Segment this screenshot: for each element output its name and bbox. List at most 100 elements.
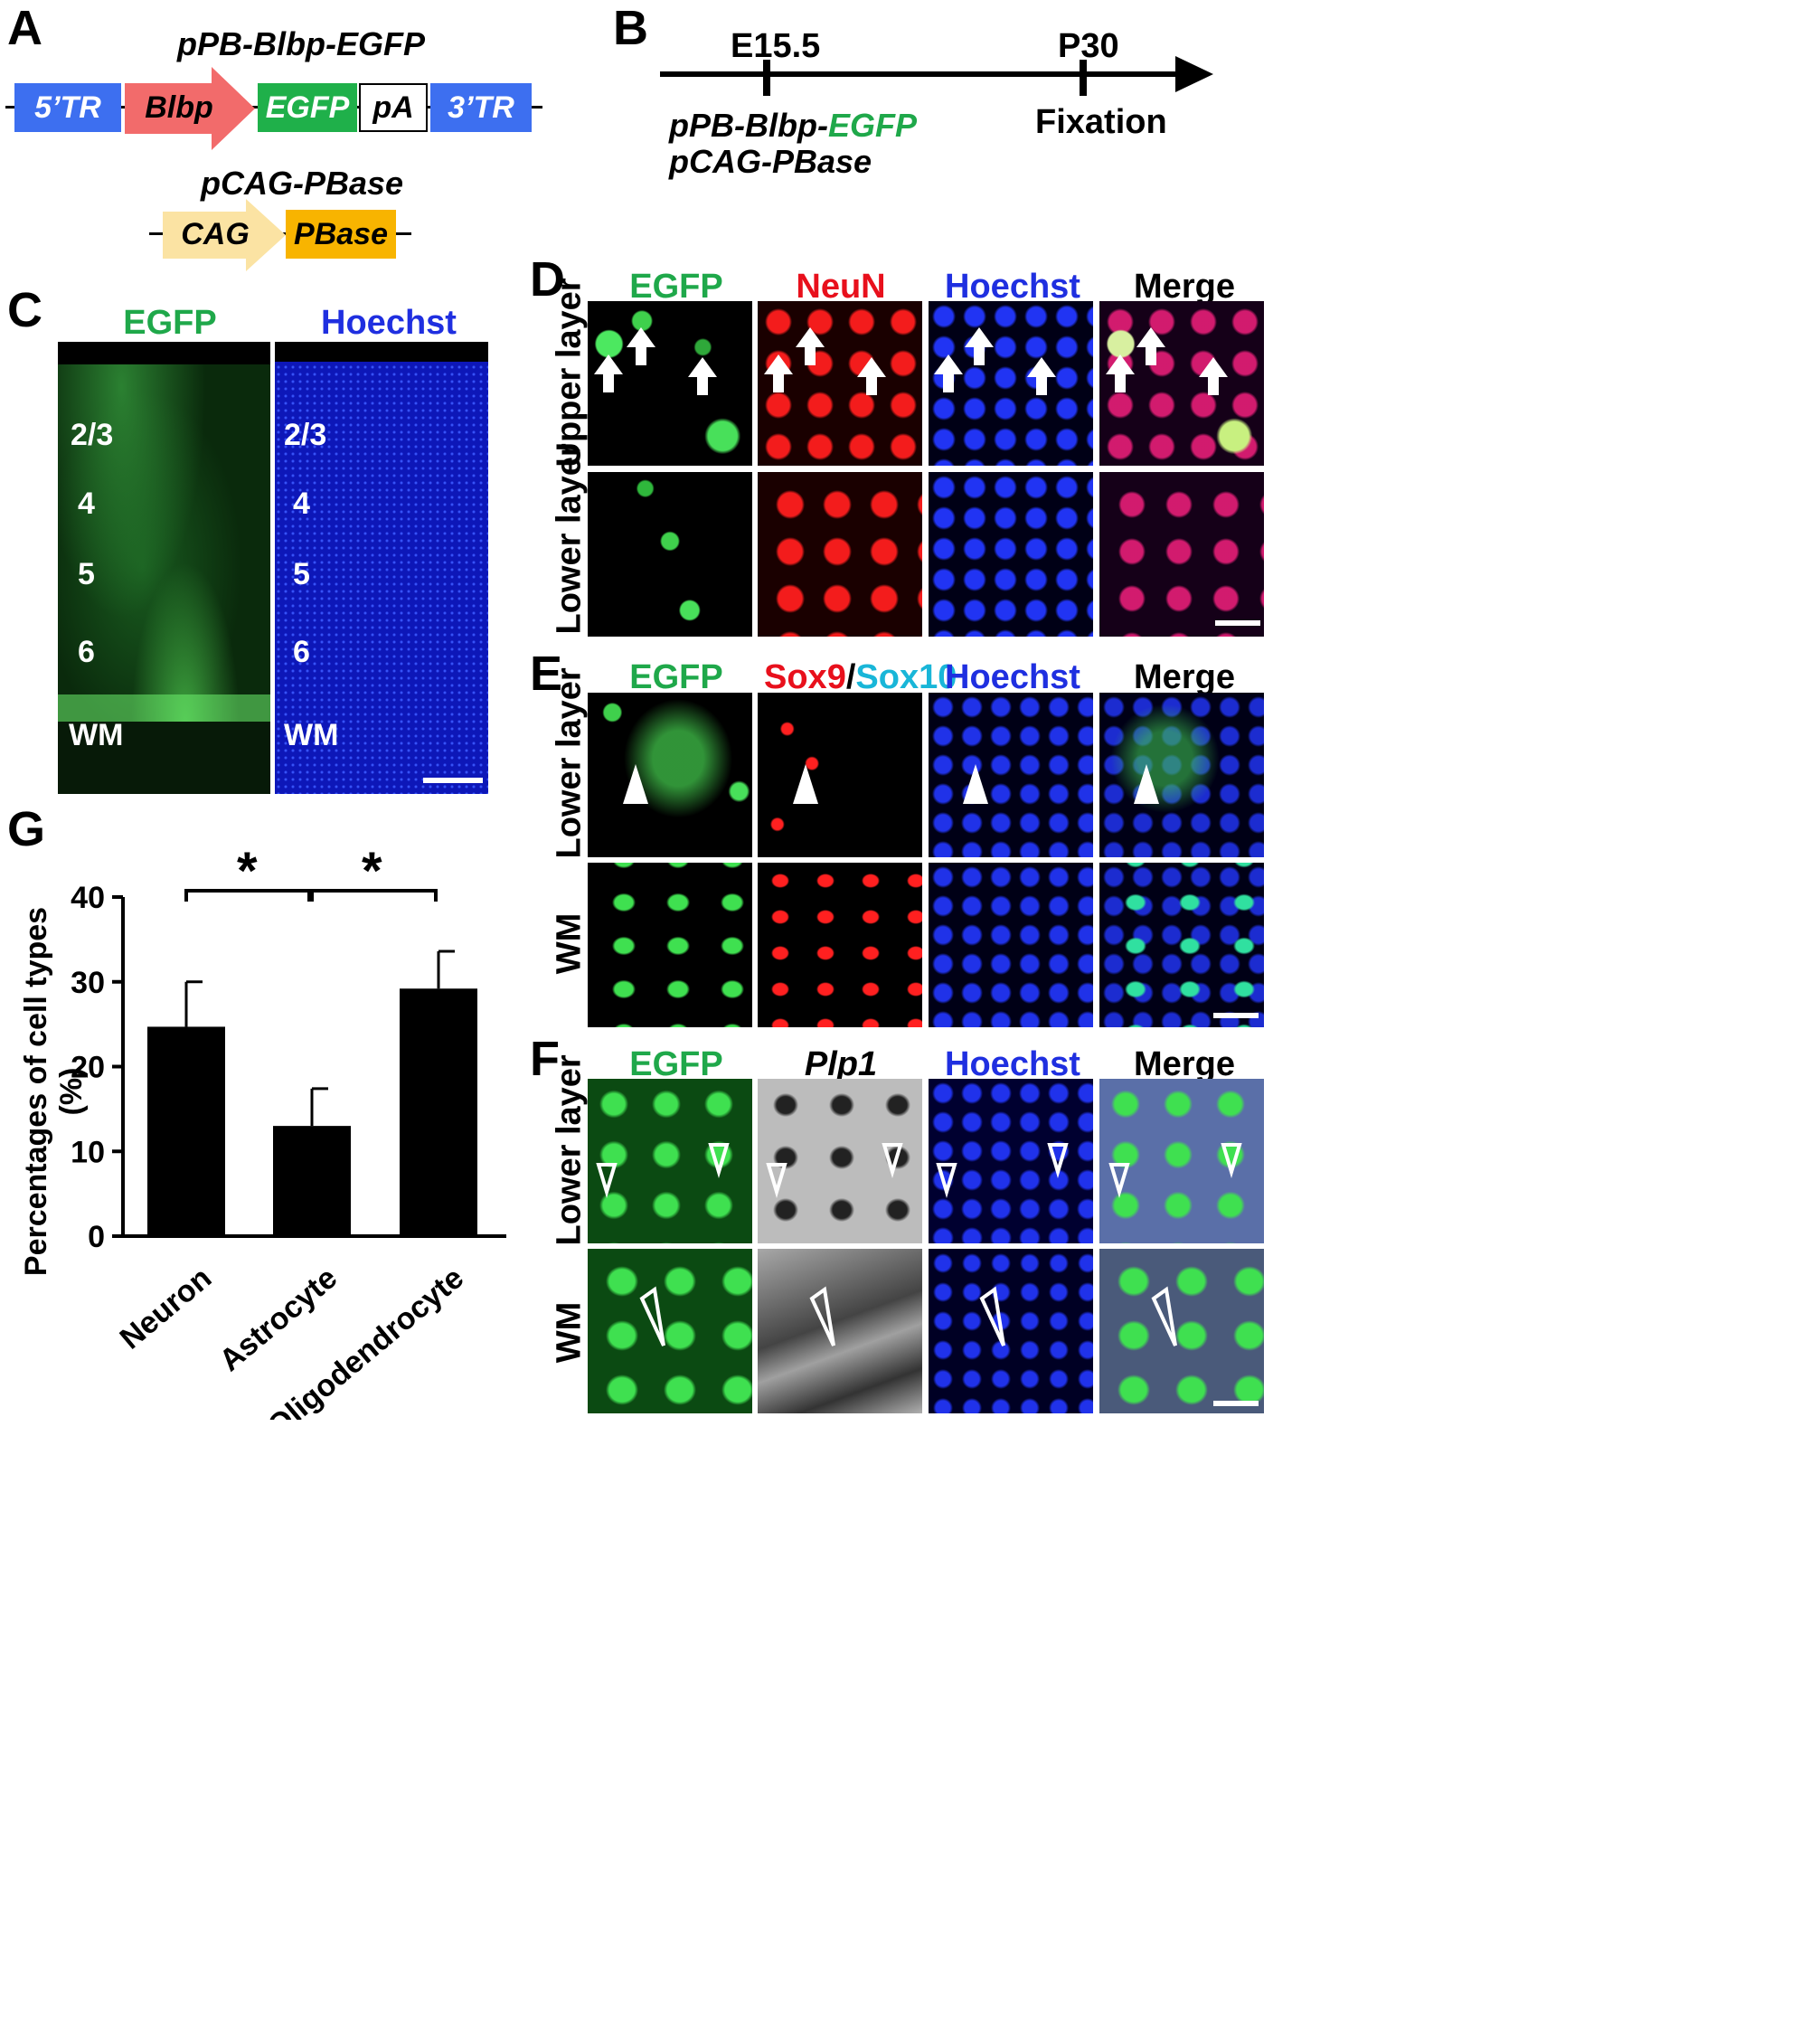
egfp-box: EGFP	[258, 83, 357, 132]
e-lower-merge	[1099, 693, 1264, 857]
y-tick-label: 20	[71, 1051, 105, 1085]
fixation-label: Fixation	[1035, 103, 1167, 141]
c-hoechst-layer-4: 4	[293, 486, 310, 521]
panel-label-b: B	[613, 1, 648, 55]
d-upper-neun	[758, 301, 922, 466]
c-egfp-layer-23: 2/3	[71, 418, 114, 452]
e-wm-sox	[758, 863, 922, 1027]
d-upper-hoechst	[929, 301, 1093, 466]
x-tick-label: Neuron	[114, 1261, 219, 1356]
e-header-sox: Sox9/Sox10	[764, 658, 957, 697]
c-egfp-wm-band	[58, 694, 270, 722]
panel-label-d: D	[530, 252, 565, 307]
c-scale-bar	[423, 778, 483, 783]
y-tick-label: 10	[71, 1135, 105, 1169]
c-hoechst-image	[275, 342, 488, 794]
blbp-label: Blbp	[145, 90, 213, 125]
sig-bracket-2	[310, 889, 438, 902]
e-header-hoechst: Hoechst	[945, 658, 1080, 696]
f-open-arrowheads	[707, 1414, 1243, 1420]
c-hoechst-top-edge	[275, 342, 488, 362]
c-egfp-layer-5: 5	[78, 557, 95, 591]
panel-label-g: G	[7, 802, 46, 856]
tr3-box: 3’TR	[430, 83, 532, 132]
d-upper-merge	[1099, 301, 1264, 466]
f-wm-egfp	[588, 1249, 752, 1413]
g-sig-1: *	[237, 842, 258, 901]
f-open-arrowheads-placed	[596, 1143, 1242, 1346]
e-header-egfp: EGFP	[629, 658, 723, 696]
x-tick-label: Astrocyte	[213, 1261, 344, 1378]
plasmid1-label: pPB-Blbp-EGFP	[669, 107, 917, 145]
d-header-merge: Merge	[1134, 268, 1235, 306]
g-sig-2: *	[362, 842, 382, 901]
c-egfp-layer-wm: WM	[69, 718, 124, 752]
d-lower-hoechst	[929, 472, 1093, 637]
y-tick-label: 30	[71, 966, 105, 1000]
panel-label-f: F	[530, 1032, 560, 1086]
f-header-plp1: Plp1	[804, 1045, 878, 1083]
y-tick-label: 40	[71, 881, 105, 915]
d-lower-egfp	[588, 472, 752, 637]
plasmid1-egfp: EGFP	[827, 107, 917, 144]
timepoint-e15: E15.5	[731, 27, 821, 65]
d-scale-bar	[1215, 620, 1260, 626]
e-header-merge: Merge	[1134, 658, 1235, 696]
panel-label-e: E	[530, 647, 563, 701]
cag-label: CAG	[181, 216, 250, 251]
f-scale-bar	[1213, 1401, 1259, 1406]
e-wm-merge	[1099, 863, 1264, 1027]
plasmid1-prefix: pPB-Blbp-	[669, 107, 828, 144]
timeline-arrow	[660, 56, 1213, 96]
cag-arrow	[163, 199, 286, 271]
d-header-hoechst: Hoechst	[945, 268, 1080, 306]
c-egfp-layer-4: 4	[78, 486, 95, 521]
pa-box: pA	[359, 83, 428, 132]
c-egfp-layer-6: 6	[78, 635, 95, 669]
c-header-hoechst: Hoechst	[321, 304, 457, 342]
f-header-merge: Merge	[1134, 1045, 1235, 1083]
bar-astrocyte	[273, 1126, 351, 1236]
f-wm-hoechst	[929, 1249, 1093, 1413]
e-header-sox9: Sox9	[764, 658, 846, 696]
f-wm-plp1	[758, 1249, 922, 1413]
e-header-sox10: Sox10	[855, 658, 957, 696]
d-lower-neun	[758, 472, 922, 637]
sig-bracket-1	[184, 889, 311, 902]
e-lower-hoechst	[929, 693, 1093, 857]
tr5-box: 5’TR	[14, 83, 121, 132]
c-hoechst-layer-6: 6	[293, 635, 310, 669]
timepoint-p30: P30	[1058, 27, 1119, 65]
construct2-title: pCAG-PBase	[201, 165, 404, 202]
bar-oligodendrocyte	[400, 988, 477, 1236]
c-egfp-top-edge	[58, 342, 270, 364]
e-lower-sox	[758, 693, 922, 857]
y-tick-label: 0	[88, 1220, 105, 1254]
e-wm-hoechst	[929, 863, 1093, 1027]
f-header-hoechst: Hoechst	[945, 1045, 1080, 1083]
c-hoechst-layer-wm: WM	[284, 718, 339, 752]
f-lower-plp1	[758, 1079, 922, 1243]
f-header-egfp: EGFP	[629, 1045, 723, 1083]
e-wm-egfp	[588, 863, 752, 1027]
e-header-slash: /	[845, 658, 856, 696]
c-header-egfp: EGFP	[123, 304, 217, 342]
d-header-neun: NeuN	[796, 268, 886, 306]
c-hoechst-layer-23: 2/3	[284, 418, 327, 452]
d-upper-egfp	[588, 301, 752, 466]
d-header-egfp: EGFP	[629, 268, 723, 306]
blbp-arrow	[125, 67, 255, 150]
pbase-box: PBase	[286, 210, 396, 259]
construct1-title: pPB-Blbp-EGFP	[177, 25, 425, 62]
f-lower-egfp	[588, 1079, 752, 1243]
c-egfp-image	[58, 342, 270, 794]
panel-label-c: C	[7, 283, 42, 337]
c-hoechst-layer-5: 5	[293, 557, 310, 591]
f-lower-hoechst	[929, 1079, 1093, 1243]
panel-label-a: A	[7, 1, 42, 55]
c-egfp-wm-lower	[58, 722, 270, 794]
plasmid2-label: pCAG-PBase	[669, 143, 872, 180]
e-scale-bar	[1213, 1013, 1259, 1018]
bar-neuron	[147, 1026, 225, 1236]
